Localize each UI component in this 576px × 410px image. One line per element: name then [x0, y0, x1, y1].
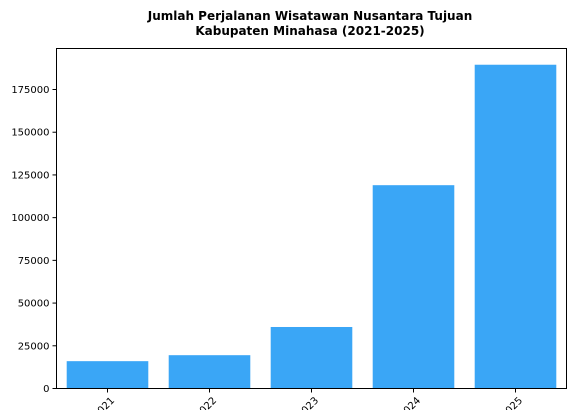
chart-title-line-1: Jumlah Perjalanan Wisatawan Nusantara Tu…: [147, 9, 473, 23]
x-tick-label: 2025: [499, 395, 525, 410]
x-tick-label: 2024: [397, 395, 423, 410]
bar-2023: [270, 326, 353, 389]
chart-title: Jumlah Perjalanan Wisatawan Nusantara Tu…: [0, 9, 576, 39]
y-axis: 0 25000 50000 75000 100000 125000 150000 175000: [11, 85, 57, 395]
bar-2021: [66, 361, 149, 389]
y-tick-label: 125000: [11, 170, 49, 181]
bars-layer: [66, 64, 557, 389]
x-tick-label: 2022: [193, 395, 219, 410]
y-tick-label: 50000: [18, 299, 50, 310]
bar-2022: [168, 355, 251, 389]
x-tick-label: 2021: [91, 395, 117, 410]
plot-frame: [56, 48, 567, 389]
chart-title-line-2: Kabupaten Minahasa (2021-2025): [195, 24, 425, 38]
y-tick-label: 0: [43, 384, 49, 395]
bar-2024: [372, 185, 455, 389]
y-tick-label: 100000: [11, 213, 49, 224]
x-tick-label: 2023: [295, 395, 321, 410]
y-tick-label: 150000: [11, 128, 49, 139]
y-tick-label: 25000: [18, 341, 50, 352]
bar-2025: [474, 64, 557, 389]
y-tick-label: 175000: [11, 85, 49, 96]
x-axis: 2021 2022 2023 2024 2025: [91, 388, 525, 410]
y-tick-label: 75000: [18, 256, 50, 267]
